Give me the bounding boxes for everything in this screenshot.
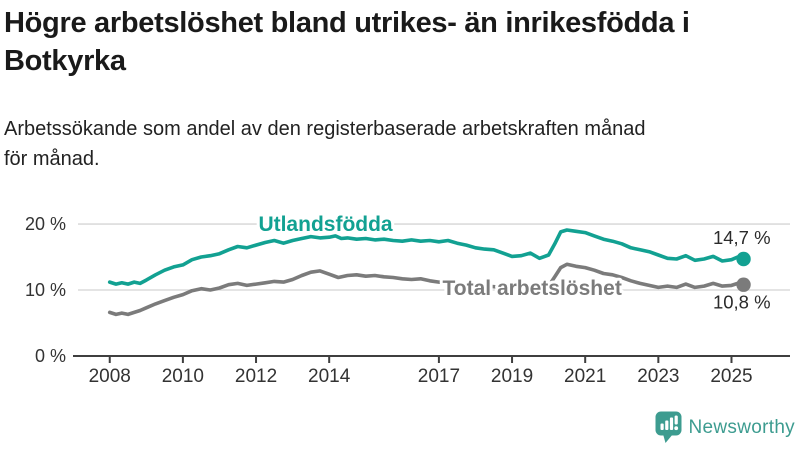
x-axis-tick-label: 2010	[162, 366, 204, 387]
x-axis-tick-label: 2017	[418, 366, 460, 387]
page-title: Högre arbetslöshet bland utrikes- än inr…	[4, 7, 690, 77]
x-axis-tick-label: 2008	[89, 366, 131, 387]
x-axis-tick-label: 2012	[235, 366, 277, 387]
series-end-value-label: 14,7 %	[713, 227, 771, 248]
y-axis-tick-label: 0 %	[35, 346, 66, 366]
newsworthy-logo-text: Newsworthy	[688, 416, 795, 438]
y-axis-tick-label: 10 %	[25, 280, 66, 300]
x-axis-tick-label: 2023	[637, 366, 679, 387]
newsworthy-logo: Newsworthy	[655, 411, 795, 444]
y-axis-tick-label: 20 %	[25, 214, 66, 234]
x-axis-tick-label: 2021	[564, 366, 606, 387]
bar-chart-speech-bubble-icon	[655, 411, 682, 443]
x-axis-tick-label: 2025	[710, 366, 752, 387]
series-end-value-label: 10,8 %	[713, 292, 771, 313]
series-end-dot-utlandsfodda	[736, 251, 751, 267]
series-end-dot-total	[736, 277, 751, 292]
x-axis-tick-label: 2014	[308, 366, 351, 387]
series-label-utlandsfodda: Utlandsfödda	[258, 213, 392, 236]
series-line-utlandsfodda	[107, 228, 746, 286]
series-line-total	[107, 262, 746, 317]
chart-subtitle: Arbetssökande som andel av den registerb…	[4, 118, 646, 170]
series-label-total: Total arbetslöshet	[443, 277, 622, 300]
x-axis-tick-label: 2019	[491, 366, 533, 387]
